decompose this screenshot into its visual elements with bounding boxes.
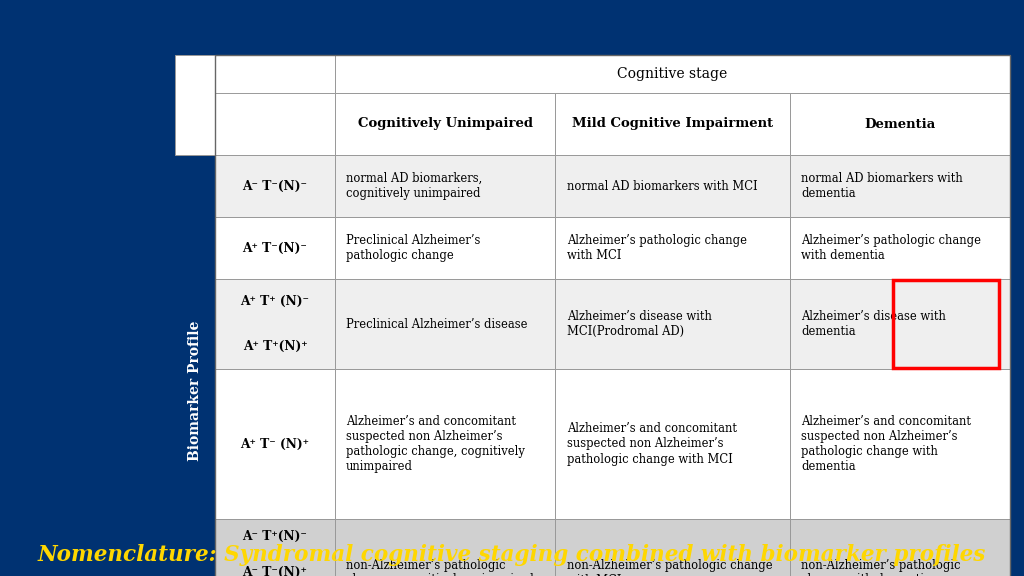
Bar	[175, 155, 215, 576]
Bar	[893, 280, 999, 368]
Text: A⁻ T⁻(N)⁺: A⁻ T⁻(N)⁺	[243, 566, 307, 576]
Text: Preclinical Alzheimer’s
pathologic change: Preclinical Alzheimer’s pathologic chang…	[346, 234, 480, 262]
Bar	[215, 279, 335, 369]
Text: Alzheimer’s pathologic change
with MCI: Alzheimer’s pathologic change with MCI	[566, 234, 746, 262]
Bar	[790, 93, 1010, 155]
Bar	[555, 155, 790, 217]
Text: Preclinical Alzheimer’s disease: Preclinical Alzheimer’s disease	[346, 317, 527, 331]
Text: normal AD biomarkers with MCI: normal AD biomarkers with MCI	[566, 180, 758, 192]
Bar	[790, 369, 1010, 519]
Bar	[555, 217, 790, 279]
Text: Alzheimer’s pathologic change
with dementia: Alzheimer’s pathologic change with demen…	[801, 234, 981, 262]
Text: normal AD biomarkers,
cognitively unimpaired: normal AD biomarkers, cognitively unimpa…	[346, 172, 482, 200]
Text: non-Alzheimer’s pathologic
change with dementia: non-Alzheimer’s pathologic change with d…	[801, 559, 961, 576]
Text: Alzheimer’s disease with
MCI(Prodromal AD): Alzheimer’s disease with MCI(Prodromal A…	[566, 310, 712, 338]
Text: Nomenclature: Syndromal cognitive staging combined with biomarker profiles: Nomenclature: Syndromal cognitive stagin…	[38, 544, 986, 566]
Text: Cognitively Unimpaired: Cognitively Unimpaired	[357, 118, 532, 131]
Bar	[555, 279, 790, 369]
Bar	[555, 93, 790, 155]
Bar	[790, 217, 1010, 279]
Text: A⁻ T⁺(N)⁻: A⁻ T⁺(N)⁻	[243, 530, 307, 543]
Text: Cognitive stage: Cognitive stage	[617, 67, 728, 81]
Bar	[215, 519, 335, 576]
Text: non-Alzheimer’s pathologic change
with MCI: non-Alzheimer’s pathologic change with M…	[566, 559, 772, 576]
Text: non-Alzheimer’s pathologic
change,  cognitively unimpaired: non-Alzheimer’s pathologic change, cogni…	[346, 559, 534, 576]
Text: A⁺ T⁺(N)⁺: A⁺ T⁺(N)⁺	[243, 340, 307, 353]
Bar	[335, 55, 1010, 93]
Bar	[215, 55, 1010, 576]
Text: A⁺ T⁻ (N)⁺: A⁺ T⁻ (N)⁺	[241, 438, 309, 450]
Bar	[215, 155, 335, 217]
Bar	[790, 519, 1010, 576]
Text: Dementia: Dementia	[864, 118, 936, 131]
Bar	[790, 279, 1010, 369]
Text: A⁺ T⁻(N)⁻: A⁺ T⁻(N)⁻	[243, 241, 307, 255]
Text: Alzheimer’s and concomitant
suspected non Alzheimer’s
pathologic change with
dem: Alzheimer’s and concomitant suspected no…	[801, 415, 971, 473]
Bar	[335, 519, 555, 576]
Bar	[335, 217, 555, 279]
Bar	[555, 519, 790, 576]
Text: Alzheimer’s disease with
dementia: Alzheimer’s disease with dementia	[801, 310, 946, 338]
Bar	[215, 369, 335, 519]
Text: Mild Cognitive Impairment: Mild Cognitive Impairment	[572, 118, 773, 131]
Bar	[790, 155, 1010, 217]
Text: Alzheimer’s and concomitant
suspected non Alzheimer’s
pathologic change with MCI: Alzheimer’s and concomitant suspected no…	[566, 423, 736, 465]
Text: Biomarker Profile: Biomarker Profile	[188, 320, 202, 461]
Bar	[215, 217, 335, 279]
Bar	[335, 279, 555, 369]
Text: A⁺ T⁺ (N)⁻: A⁺ T⁺ (N)⁻	[241, 295, 309, 308]
Bar	[335, 93, 555, 155]
Bar	[215, 93, 335, 155]
Text: normal AD biomarkers with
dementia: normal AD biomarkers with dementia	[801, 172, 963, 200]
Bar	[335, 155, 555, 217]
Bar	[175, 55, 335, 155]
Bar	[335, 369, 555, 519]
Text: Alzheimer’s and concomitant
suspected non Alzheimer’s
pathologic change, cogniti: Alzheimer’s and concomitant suspected no…	[346, 415, 525, 473]
Bar	[555, 369, 790, 519]
Text: A⁻ T⁻(N)⁻: A⁻ T⁻(N)⁻	[243, 180, 307, 192]
